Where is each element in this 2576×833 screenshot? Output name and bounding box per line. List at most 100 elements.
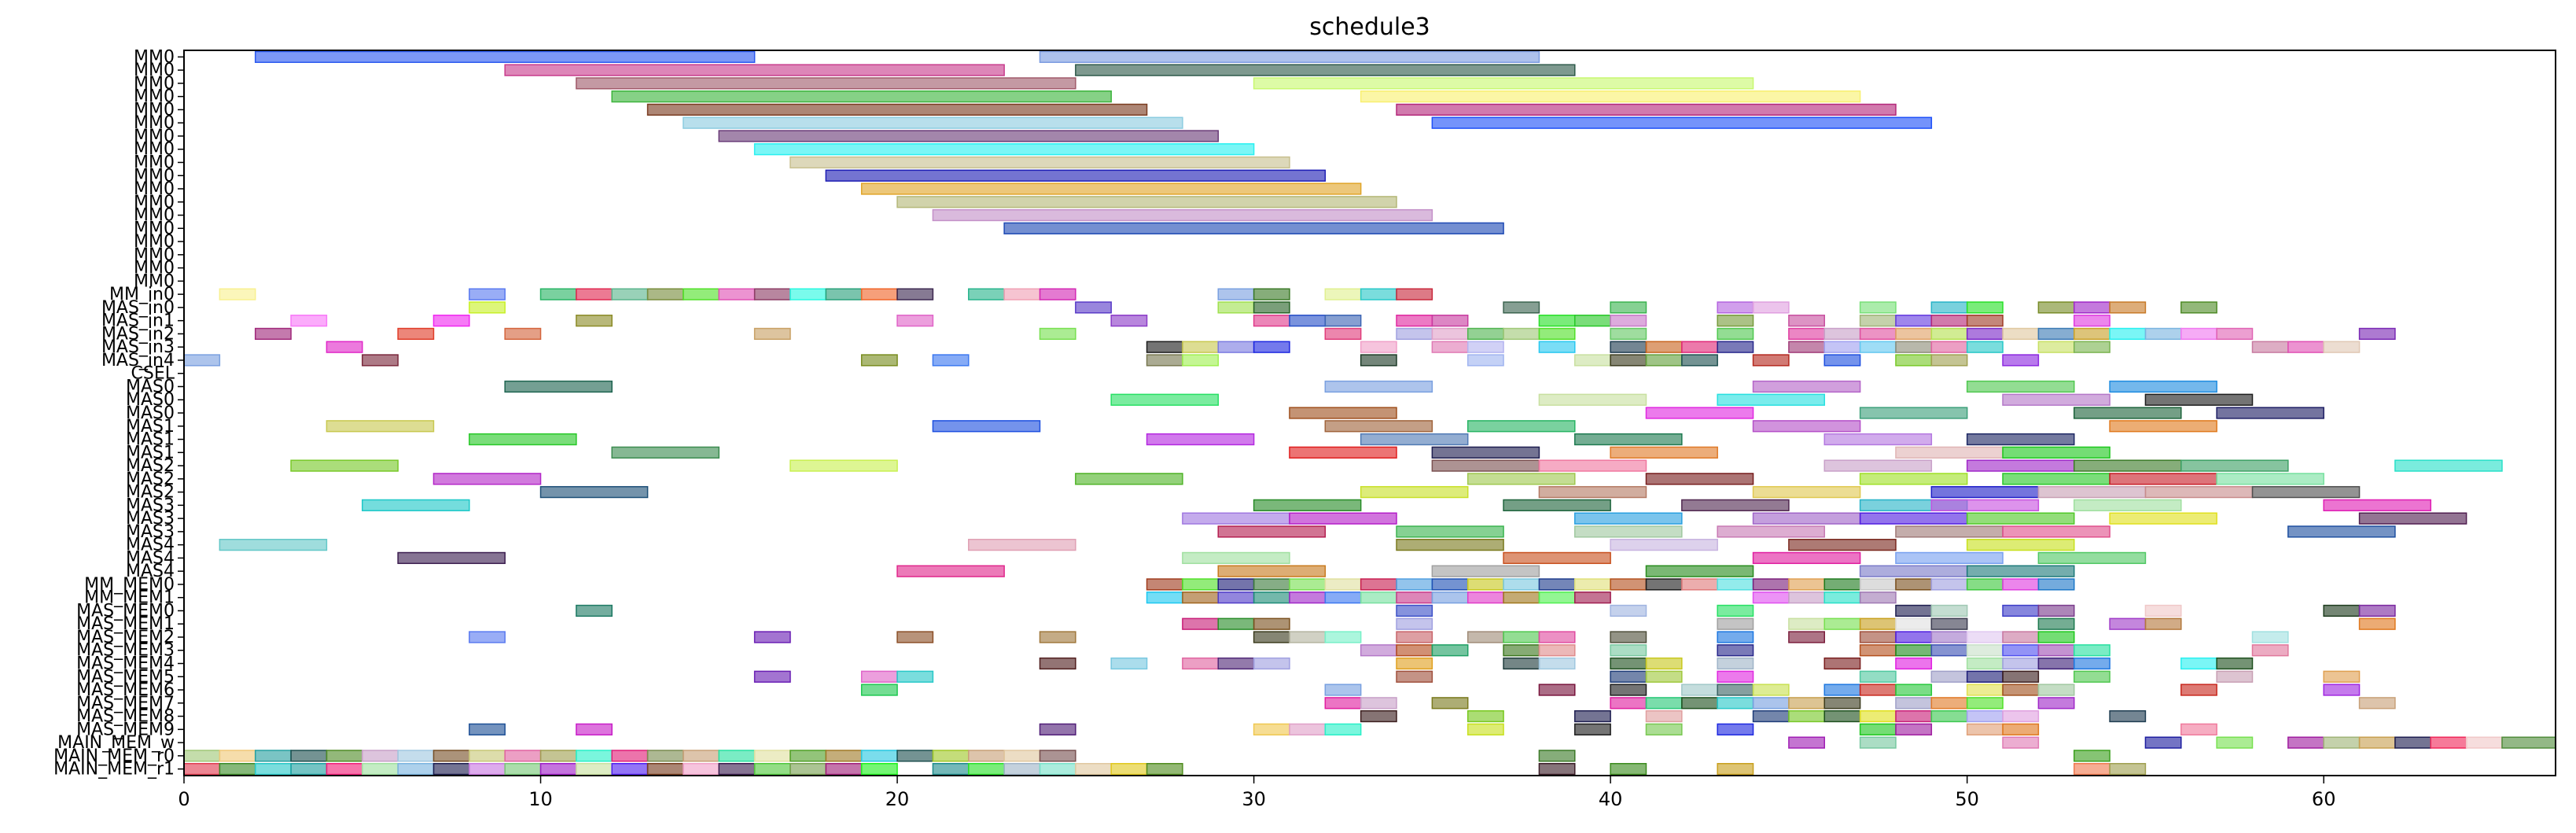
schedule-bar bbox=[2144, 736, 2182, 749]
schedule-bar bbox=[753, 670, 791, 683]
schedule-bar bbox=[932, 750, 970, 762]
y-tick-label: MM0 bbox=[134, 232, 175, 252]
y-tick-label: MM0 bbox=[134, 127, 175, 146]
schedule-bar bbox=[504, 64, 1005, 76]
schedule-bar bbox=[1717, 315, 1754, 327]
schedule-bar bbox=[753, 763, 791, 776]
schedule-bar bbox=[2037, 631, 2075, 643]
schedule-bar bbox=[1752, 512, 1861, 525]
y-tick-label: MAS_MEM7 bbox=[76, 694, 175, 713]
schedule-bar bbox=[2144, 604, 2182, 617]
schedule-bar bbox=[1717, 670, 1754, 683]
schedule-bar bbox=[1396, 315, 1433, 327]
schedule-bar bbox=[1503, 327, 1540, 341]
schedule-bar bbox=[968, 763, 1005, 776]
schedule-bar bbox=[504, 327, 542, 341]
schedule-bar bbox=[1788, 617, 1825, 630]
schedule-bar bbox=[1645, 565, 1754, 577]
schedule-bar bbox=[183, 763, 221, 776]
schedule-bar bbox=[1859, 578, 1897, 591]
schedule-bar bbox=[1075, 301, 1112, 314]
schedule-bar bbox=[2180, 657, 2217, 670]
schedule-bar bbox=[1217, 578, 1255, 591]
schedule-bar bbox=[1003, 763, 1041, 776]
schedule-bar bbox=[2073, 657, 2110, 670]
schedule-bar bbox=[1324, 315, 1362, 327]
x-tick-label: 60 bbox=[2312, 788, 2336, 810]
schedule-bar bbox=[1966, 433, 2075, 446]
schedule-bar bbox=[1610, 670, 1647, 683]
schedule-bar bbox=[1823, 341, 1861, 353]
schedule-bar bbox=[1146, 354, 1183, 367]
schedule-bar bbox=[1396, 592, 1433, 604]
schedule-bar bbox=[1717, 525, 1826, 538]
y-tick-label: MAS_in3 bbox=[101, 337, 175, 357]
schedule-bar bbox=[1146, 763, 1183, 776]
schedule-bar bbox=[1788, 578, 1825, 591]
schedule-bar bbox=[1253, 499, 1362, 511]
schedule-bar bbox=[1895, 578, 1933, 591]
schedule-bar bbox=[2109, 380, 2217, 393]
schedule-bar bbox=[1645, 341, 1683, 353]
schedule-bar bbox=[1217, 301, 1255, 314]
schedule-bar bbox=[968, 288, 1005, 300]
schedule-bar bbox=[1966, 631, 2004, 643]
schedule-bar bbox=[896, 670, 934, 683]
schedule-bar bbox=[469, 288, 506, 300]
schedule-bar bbox=[1146, 433, 1255, 446]
y-tick-label: MAS0 bbox=[126, 390, 175, 410]
schedule-bar bbox=[1752, 551, 1861, 565]
y-tick-label: MAIN_MEM_w bbox=[57, 733, 175, 753]
schedule-bar bbox=[1289, 407, 1397, 419]
schedule-bar bbox=[1859, 301, 1897, 314]
schedule-bar bbox=[2216, 327, 2254, 341]
schedule-bar bbox=[1788, 315, 1825, 327]
schedule-bar bbox=[1966, 301, 2004, 314]
schedule-bar bbox=[1823, 697, 1861, 710]
schedule-bar bbox=[2002, 354, 2040, 367]
schedule-bar bbox=[1217, 565, 1327, 577]
schedule-bar bbox=[1823, 354, 1861, 367]
schedule-bar bbox=[1752, 592, 1790, 604]
schedule-bar bbox=[753, 327, 791, 341]
schedule-bar bbox=[860, 182, 1362, 195]
schedule-bar bbox=[2323, 341, 2361, 353]
y-tick-label: MM_MEM0 bbox=[84, 575, 175, 595]
y-tick-label: MM0 bbox=[134, 245, 175, 265]
schedule-bar bbox=[1610, 697, 1647, 710]
schedule-bar bbox=[1930, 631, 1968, 643]
schedule-bar bbox=[932, 354, 970, 367]
schedule-bar bbox=[789, 156, 1290, 169]
schedule-bar bbox=[646, 288, 684, 300]
schedule-bar bbox=[1110, 393, 1219, 406]
schedule-bar bbox=[1895, 644, 1933, 657]
schedule-bar bbox=[1253, 315, 1290, 327]
schedule-bar bbox=[1717, 604, 1754, 617]
schedule-bar bbox=[539, 763, 577, 776]
schedule-bar bbox=[290, 763, 328, 776]
schedule-bar bbox=[1645, 473, 1754, 485]
schedule-bar bbox=[1645, 657, 1683, 670]
schedule-bar bbox=[2073, 341, 2110, 353]
schedule-bar bbox=[1966, 723, 2004, 735]
schedule-bar bbox=[1788, 736, 1825, 749]
schedule-bar bbox=[2002, 710, 2040, 723]
schedule-bar bbox=[2180, 459, 2289, 472]
schedule-bar bbox=[1966, 684, 2004, 696]
schedule-bar bbox=[1966, 710, 2004, 723]
schedule-bar bbox=[2073, 670, 2110, 683]
schedule-bar bbox=[1645, 723, 1683, 735]
schedule-bar bbox=[1930, 578, 1968, 591]
schedule-bar bbox=[718, 130, 1219, 142]
y-tick-label: MM0 bbox=[134, 140, 175, 160]
schedule-bar bbox=[2109, 763, 2147, 776]
schedule-bar bbox=[1895, 710, 1933, 723]
schedule-bar bbox=[2144, 485, 2254, 499]
schedule-bar bbox=[1324, 592, 1362, 604]
schedule-bar bbox=[1895, 341, 1933, 353]
schedule-bar bbox=[1396, 578, 1433, 591]
schedule-bar bbox=[2287, 525, 2396, 538]
schedule-bar bbox=[611, 750, 649, 762]
schedule-bar bbox=[1182, 512, 1290, 525]
schedule-bar bbox=[1859, 644, 1897, 657]
